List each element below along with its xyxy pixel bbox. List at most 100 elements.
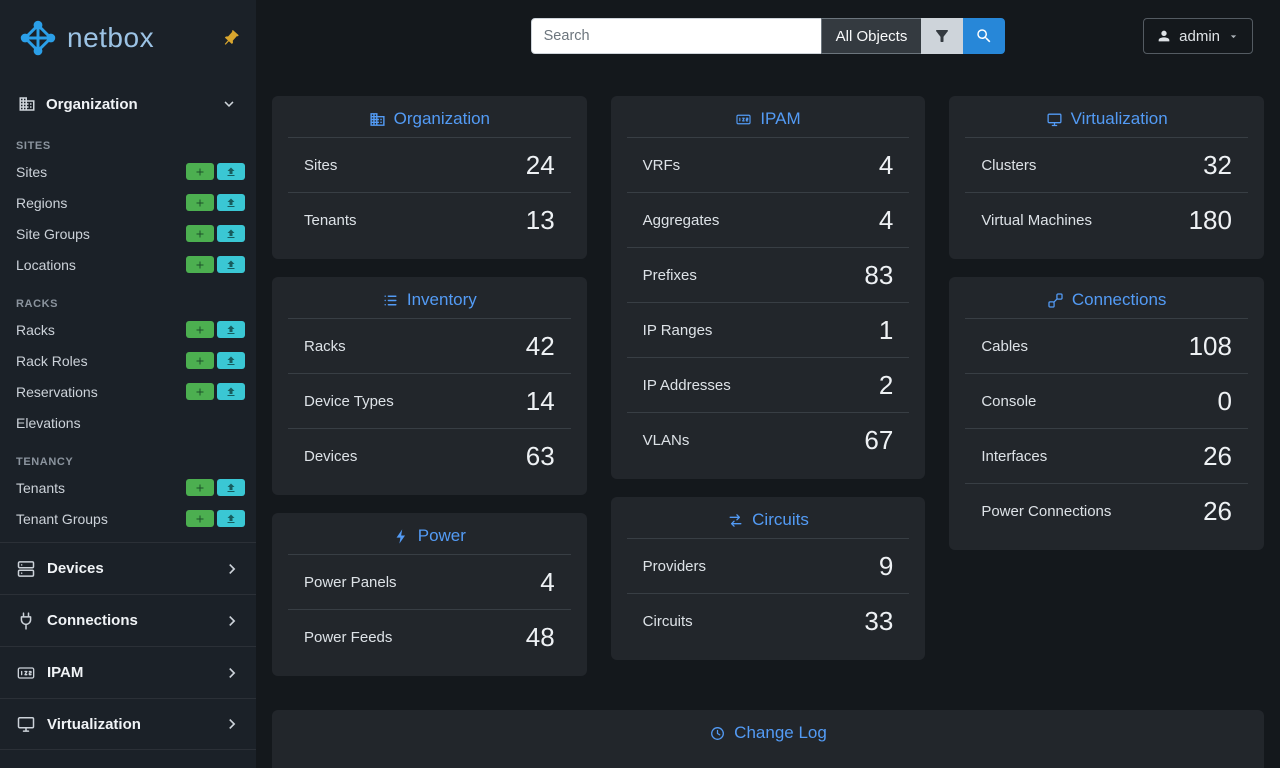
netbox-logo-icon <box>16 16 60 60</box>
stat-label[interactable]: Cables <box>981 337 1029 355</box>
sidebar-item-elevations[interactable]: Elevations <box>0 407 256 438</box>
add-button[interactable] <box>186 321 214 338</box>
import-button[interactable] <box>217 352 245 369</box>
stat-value[interactable]: 26 <box>1203 441 1232 471</box>
import-button[interactable] <box>217 225 245 242</box>
stat-value[interactable]: 32 <box>1203 150 1232 180</box>
sidebar-item-label[interactable]: Tenants <box>16 479 66 496</box>
sidebar-item-racks[interactable]: Racks <box>0 314 256 345</box>
stat-label[interactable]: Prefixes <box>642 266 697 284</box>
add-button[interactable] <box>186 256 214 273</box>
stat-value[interactable]: 108 <box>1188 331 1232 361</box>
stat-label[interactable]: Power Feeds <box>304 628 393 646</box>
stat-label[interactable]: Virtual Machines <box>981 211 1092 229</box>
stat-value[interactable]: 2 <box>878 370 894 400</box>
search-input[interactable] <box>530 18 822 54</box>
filter-button[interactable] <box>921 18 964 54</box>
import-button[interactable] <box>217 194 245 211</box>
sidebar-item-rack-roles[interactable]: Rack Roles <box>0 345 256 376</box>
upload-icon <box>225 197 237 209</box>
stat-value[interactable]: 67 <box>864 425 894 455</box>
upload-icon <box>225 324 237 336</box>
stat-value[interactable]: 4 <box>878 150 894 180</box>
sidebar-group-devices[interactable]: Devices <box>0 542 256 594</box>
add-button[interactable] <box>186 352 214 369</box>
sidebar-item-label[interactable]: Elevations <box>16 414 81 431</box>
add-button[interactable] <box>186 479 214 496</box>
sidebar-item-reservations[interactable]: Reservations <box>0 376 256 407</box>
sidebar-group-connections[interactable]: Connections <box>0 594 256 646</box>
add-button[interactable] <box>186 194 214 211</box>
add-button[interactable] <box>186 383 214 400</box>
stat-value[interactable]: 42 <box>525 331 555 361</box>
stat-label[interactable]: Power Connections <box>981 502 1112 520</box>
sidebar-group-virtualization[interactable]: Virtualization <box>0 698 256 750</box>
stat-value[interactable]: 33 <box>864 606 894 636</box>
stat-value[interactable]: 4 <box>878 205 894 235</box>
stat-label[interactable]: VRFs <box>642 156 681 174</box>
import-button[interactable] <box>217 383 245 400</box>
add-button[interactable] <box>186 510 214 527</box>
stat-label[interactable]: Tenants <box>304 211 357 229</box>
sidebar-item-locations[interactable]: Locations <box>0 249 256 280</box>
stat-value[interactable]: 48 <box>525 622 555 652</box>
stat-label[interactable]: Console <box>981 392 1037 410</box>
sidebar-item-label[interactable]: Tenant Groups <box>16 510 108 527</box>
stat-value[interactable]: 83 <box>864 260 894 290</box>
stat-value[interactable]: 14 <box>525 386 555 416</box>
sidebar-item-regions[interactable]: Regions <box>0 187 256 218</box>
stat-label[interactable]: Interfaces <box>981 447 1048 465</box>
sidebar-item-tenants[interactable]: Tenants <box>0 472 256 503</box>
stat-label[interactable]: Clusters <box>981 156 1037 174</box>
sidebar-item-label[interactable]: Sites <box>16 163 48 180</box>
stat-value[interactable]: 13 <box>525 205 555 235</box>
sidebar-item-label[interactable]: Racks <box>16 321 55 338</box>
import-button[interactable] <box>217 163 245 180</box>
sidebar-item-label[interactable]: Site Groups <box>16 225 90 242</box>
sidebar-groups: Devices Connections IPAM Virtualization <box>0 542 256 750</box>
stat-value[interactable]: 180 <box>1188 205 1232 235</box>
stat-value[interactable]: 26 <box>1203 496 1232 526</box>
sidebar-item-label[interactable]: Locations <box>16 256 76 273</box>
import-button[interactable] <box>217 510 245 527</box>
sidebar-item-tenant-groups[interactable]: Tenant Groups <box>0 503 256 534</box>
stat-label[interactable]: VLANs <box>642 431 690 449</box>
stat-value[interactable]: 9 <box>878 551 894 581</box>
sidebar-item-label[interactable]: Rack Roles <box>16 352 88 369</box>
add-button[interactable] <box>186 163 214 180</box>
stat-label[interactable]: Providers <box>642 557 707 575</box>
sidebar-nav: Organization SITES Sites Regions Site Group… <box>0 86 256 750</box>
sidebar-item-label[interactable]: Regions <box>16 194 68 211</box>
stat-label[interactable]: Racks <box>304 337 346 355</box>
stat-value[interactable]: 0 <box>1217 386 1232 416</box>
stat-value[interactable]: 4 <box>540 567 555 597</box>
sidebar-group-ipam[interactable]: IPAM <box>0 646 256 698</box>
stat-value[interactable]: 24 <box>525 150 555 180</box>
card-rows: Racks 42 Device Types 14 Devices 63 <box>272 318 587 495</box>
stat-label[interactable]: Devices <box>304 447 358 465</box>
import-button[interactable] <box>217 321 245 338</box>
card-rows: VRFs 4 Aggregates 4 Prefixes 83 IP Ranges 1 IP A… <box>611 137 926 479</box>
search-submit-button[interactable] <box>963 18 1006 54</box>
pin-sidebar-button[interactable] <box>221 29 240 48</box>
stat-value[interactable]: 63 <box>525 441 555 471</box>
import-button[interactable] <box>217 479 245 496</box>
card-header: Organization <box>272 96 587 137</box>
sidebar-item-site-groups[interactable]: Site Groups <box>0 218 256 249</box>
stat-value[interactable]: 1 <box>878 315 894 345</box>
stat-label[interactable]: Aggregates <box>642 211 720 229</box>
stat-label[interactable]: Sites <box>304 156 338 174</box>
import-button[interactable] <box>217 256 245 273</box>
sidebar-item-sites[interactable]: Sites <box>0 156 256 187</box>
add-button[interactable] <box>186 225 214 242</box>
stat-label[interactable]: Power Panels <box>304 573 397 591</box>
stat-label[interactable]: IP Addresses <box>642 376 731 394</box>
sidebar-item-label[interactable]: Reservations <box>16 383 98 400</box>
sidebar-group-organization[interactable]: Organization <box>8 86 248 122</box>
stat-label[interactable]: Circuits <box>642 612 693 630</box>
stat-label[interactable]: IP Ranges <box>642 321 713 339</box>
search-scope-button[interactable]: All Objects <box>820 18 923 54</box>
user-menu-button[interactable]: admin <box>1143 18 1253 54</box>
brand-name[interactable]: netbox <box>67 22 155 53</box>
stat-label[interactable]: Device Types <box>304 392 394 410</box>
